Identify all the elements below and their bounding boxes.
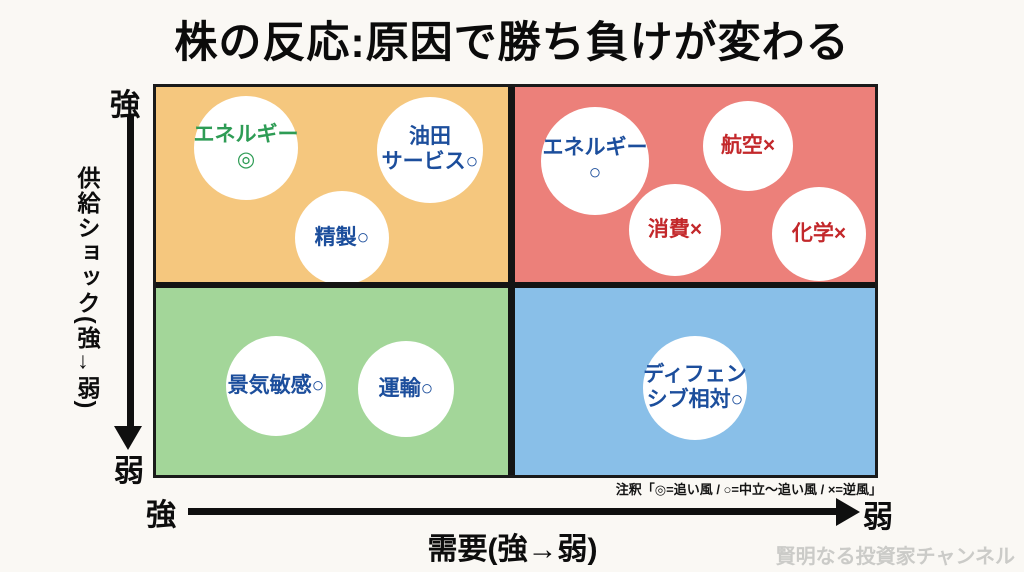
bubble-label-line2: サービス○ (381, 150, 479, 173)
x-axis-right-tick: 弱 (863, 501, 893, 534)
bubble-energy-neutral: エネルギー ○ (541, 107, 649, 215)
quadrant-chart: エネルギー ◎ 油田 サービス○ 精製○ エネルギー ○ 航空× 消費× 化学×… (153, 84, 878, 478)
bubble-transport: 運輸○ (358, 341, 454, 437)
bubble-label-line1: 消費× (647, 217, 703, 241)
x-axis-arrowhead-icon (836, 498, 860, 526)
y-axis-bottom-tick: 弱 (114, 455, 144, 488)
bubble-label-line1: エネルギー (193, 123, 299, 147)
bubble-label-line2: シブ相対○ (646, 388, 744, 411)
bubble-label-line1: 景気敏感○ (227, 373, 325, 397)
bubble-label-line1: ディフェン (643, 363, 747, 387)
y-axis-arrow-line (127, 116, 134, 428)
bubble-label-line1: 航空× (720, 133, 776, 157)
bubble-airlines: 航空× (703, 101, 793, 191)
bubble-label-line1: 油田 (409, 125, 451, 149)
bubble-chemicals: 化学× (772, 187, 866, 281)
x-axis-title: 需要(強→弱) (427, 533, 598, 566)
bubble-label-line1: 化学× (791, 221, 847, 245)
bubble-energy-tailwind: エネルギー ◎ (193, 96, 299, 200)
y-axis-top-tick: 強 (110, 89, 140, 122)
y-axis-title: 供給ショック(強→弱) (74, 165, 100, 411)
bubble-consumer: 消費× (629, 184, 721, 276)
bubble-label-line2: ○ (588, 161, 602, 184)
bubble-refining: 精製○ (295, 191, 389, 285)
y-axis-arrowhead-icon (114, 426, 142, 450)
quadrant-divider-horizontal (156, 282, 875, 288)
quadrant-bottom-left (156, 285, 512, 475)
channel-watermark: 賢明なる投資家チャンネル (775, 546, 1015, 568)
bubble-cyclicals: 景気敏感○ (226, 336, 326, 436)
bubble-label-line1: 精製○ (314, 225, 370, 249)
x-axis-left-tick: 強 (146, 499, 176, 532)
quadrant-divider-vertical (508, 87, 515, 475)
x-axis-arrow-line (188, 508, 838, 515)
bubble-label-line2: ◎ (236, 148, 256, 171)
bubble-defensives: ディフェン シブ相対○ (643, 336, 747, 440)
legend-note: 注釈「◎=追い風 / ○=中立〜追い風 / ×=逆風」 (613, 479, 884, 498)
page-title: 株の反応:原因で勝ち負けが変わる (174, 19, 850, 67)
bubble-label-line1: 運輸○ (378, 376, 434, 400)
bubble-oilfield-services: 油田 サービス○ (377, 97, 483, 203)
bubble-label-line1: エネルギー (542, 136, 648, 160)
